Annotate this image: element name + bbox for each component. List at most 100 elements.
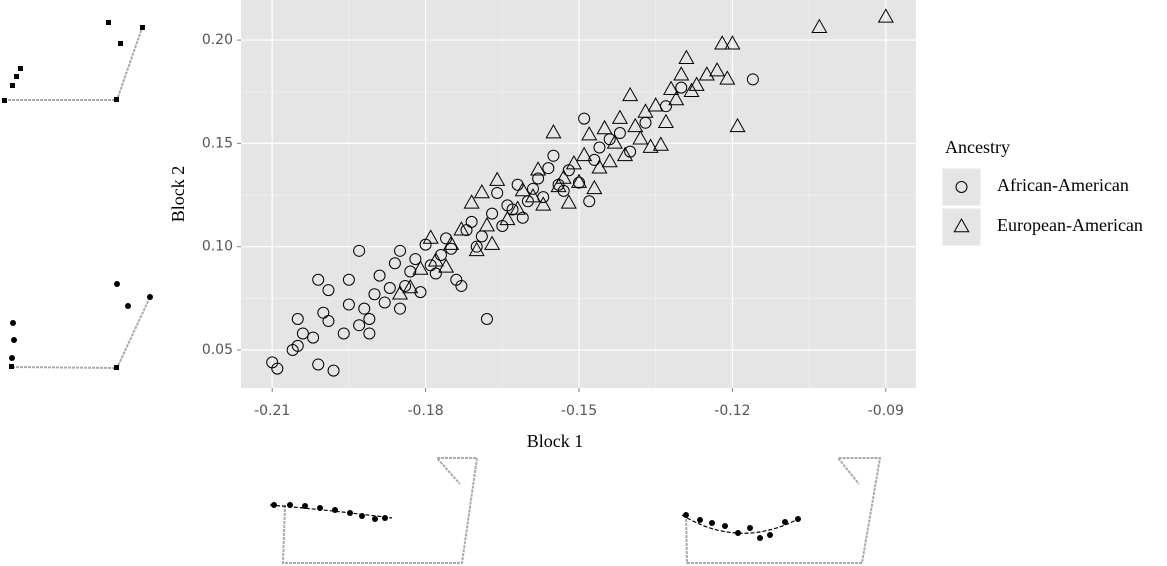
circle-point (511, 178, 524, 191)
circle-point (440, 232, 453, 245)
triangle-point (550, 177, 567, 193)
x-tick-label: -0.18 (407, 403, 443, 419)
triangle-point (484, 235, 501, 250)
circle-point (388, 257, 401, 270)
circle-point (746, 73, 759, 86)
triangle-point (473, 183, 490, 199)
legend-item: African-American (941, 167, 1129, 207)
circle-point (373, 269, 386, 282)
triangle-point (673, 66, 690, 81)
triangle-point (596, 119, 613, 135)
circle-point (516, 211, 529, 224)
triangle-point (412, 260, 429, 275)
legend-key (941, 167, 982, 207)
circle-point (358, 302, 371, 315)
triangle-point (478, 217, 496, 232)
circle-point (491, 186, 504, 199)
circle-point (404, 265, 417, 278)
y-tick-label: 0.10 (202, 239, 233, 255)
x-tick-label: -0.21 (254, 403, 290, 419)
triangle-point (489, 171, 506, 186)
circle-point (353, 244, 366, 257)
circle-point (322, 284, 335, 297)
triangle-point (647, 97, 664, 112)
circle-point (542, 162, 555, 175)
x-tick-label: -0.15 (561, 403, 597, 419)
circle-point (342, 298, 355, 311)
circle-point (480, 312, 493, 325)
triangle-point (524, 188, 542, 203)
triangle-point (565, 155, 582, 170)
circle-point (445, 242, 458, 255)
triangle-point (729, 117, 746, 133)
triangle-point (586, 179, 603, 195)
triangle-point (714, 35, 731, 50)
triangle-point (443, 235, 460, 250)
circle-point (526, 182, 539, 195)
triangle-point (560, 194, 577, 209)
circle-point (312, 358, 325, 371)
circle-point (434, 248, 447, 261)
triangle-point (530, 161, 547, 176)
triangle-point (509, 200, 526, 215)
shape-outline (281, 457, 479, 564)
circle-point (547, 149, 560, 162)
circle-point (583, 195, 596, 208)
triangle-point (632, 130, 649, 145)
triangle-point (570, 173, 588, 188)
legend-item: European-American (941, 207, 1143, 247)
circle-point (363, 327, 376, 340)
triangle-point (616, 146, 634, 162)
triangle-point (877, 8, 894, 23)
shape-outline (685, 457, 882, 564)
triangle-point (678, 49, 695, 64)
y-tick-label: 0.15 (202, 135, 233, 151)
circle-point (593, 141, 606, 154)
triangle-point (535, 196, 552, 211)
circle-point (342, 273, 355, 286)
circle-point (296, 327, 309, 340)
triangle-point (514, 181, 531, 197)
legend-title: Ancestry (945, 137, 1010, 157)
shape-outline (4, 27, 143, 101)
triangle-point (688, 76, 705, 91)
circle-point (506, 203, 519, 216)
triangle-point (463, 194, 480, 209)
triangle-point (652, 136, 669, 151)
triangle-point (642, 138, 659, 153)
legend-label: African-American (997, 175, 1129, 195)
triangle-point (663, 80, 680, 95)
x-axis-title: Block 1 (527, 431, 584, 451)
y-tick-label: 0.20 (202, 32, 233, 48)
circle-point (573, 176, 586, 189)
circle-point (414, 286, 427, 299)
circle-point (307, 331, 320, 344)
triangle-point (422, 229, 439, 244)
circle-point (271, 362, 284, 375)
circle-point (429, 267, 442, 280)
triangle-point (438, 258, 455, 273)
triangle-point (581, 126, 598, 141)
triangle-point (709, 62, 726, 77)
triangle-point (468, 241, 485, 257)
circle-point (532, 172, 545, 185)
triangle-point (668, 90, 685, 106)
y-axis-title: Block 2 (168, 166, 188, 223)
triangle-point (402, 278, 419, 294)
y-tick-label: 0.05 (202, 342, 233, 358)
legend-label: European-American (997, 215, 1143, 235)
circle-point (291, 339, 304, 352)
circle-point (955, 181, 968, 193)
circle-point (291, 312, 304, 325)
triangle-point (657, 113, 674, 129)
circle-point (337, 327, 350, 340)
triangle-point (427, 252, 444, 267)
triangle-point (453, 221, 470, 236)
triangle-point (576, 146, 593, 162)
circle-point (470, 240, 483, 253)
circle-point (368, 288, 381, 301)
triangle-point (698, 66, 715, 81)
circle-point (394, 244, 407, 257)
circle-point (383, 282, 396, 295)
